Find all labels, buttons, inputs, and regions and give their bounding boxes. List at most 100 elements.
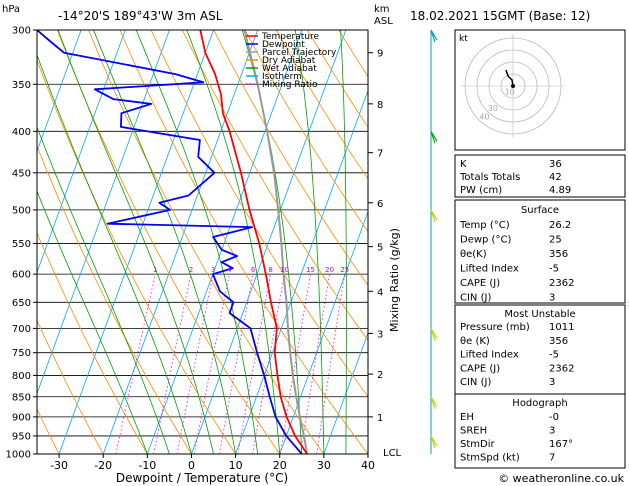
- temperature-tick-label: 0: [188, 459, 195, 472]
- pw-label: PW (cm): [460, 185, 502, 196]
- legend-label: Dry Adiabat: [262, 56, 316, 66]
- wet-adiabat-line: [186, 30, 281, 454]
- dry-adiabat-line: [37, 231, 148, 454]
- table-row-label: CIN (J): [460, 377, 491, 388]
- km-tick-label: 3: [377, 329, 383, 340]
- isotherm-line: [37, 30, 126, 274]
- legend-label: Parcel Trajectory: [262, 48, 337, 58]
- legend-label: Isotherm: [262, 72, 302, 82]
- table-row-value: 167°: [549, 439, 573, 450]
- hodograph-table-rows: EH -0 SREH 3 StmDir 167° StmSpd (kt) 7: [460, 412, 573, 464]
- pressure-tick-label: 600: [12, 270, 31, 281]
- hodograph-table-box: [454, 393, 626, 469]
- table-row-value: 356: [549, 336, 568, 347]
- temperature-tick-label: -30: [50, 459, 68, 472]
- km-tick-label: 2: [377, 370, 383, 381]
- wind-barb: [430, 29, 438, 43]
- hpa-unit-label: hPa: [2, 4, 20, 15]
- legend-label: Mixing Ratio: [262, 80, 318, 90]
- legend-label: Temperature: [261, 32, 319, 42]
- pressure-tick-label: 400: [12, 127, 31, 138]
- location-title: -14°20'S 189°43'W 3m ASL: [58, 9, 223, 23]
- dry-adiabat-line: [88, 30, 325, 454]
- table-row-label: StmSpd (kt): [460, 453, 520, 464]
- temperature-tick-label: 40: [361, 459, 375, 472]
- table-row-label: StmDir: [460, 439, 495, 450]
- plot-frame: [36, 29, 369, 455]
- dry-adiabat-line: [275, 30, 368, 180]
- indices-tables: K 36 Totals Totals 42 PW (cm) 4.89 Surfa…: [454, 154, 626, 469]
- mixing-ratio-label: 6: [251, 266, 256, 274]
- table-row-label: Dewp (°C): [460, 235, 511, 246]
- legend-label: Wet Adiabat: [262, 64, 317, 74]
- wind-barb: [430, 209, 438, 223]
- km-tick-label: 6: [377, 199, 383, 210]
- datetime-title: 18.02.2021 15GMT (Base: 12): [410, 9, 590, 23]
- mixing-ratio-line: [176, 274, 214, 454]
- surface-rows: Temp (°C) 26.2 Dewp (°C) 25 θe(K) 356 Lifted I…: [459, 220, 574, 304]
- mixing-ratio-label: 1: [153, 266, 157, 274]
- km-tick-label: 1: [377, 413, 383, 424]
- table-row-value: -5: [549, 350, 559, 361]
- pressure-tick-label: 800: [12, 371, 31, 382]
- hodograph-ring-label: 30: [488, 104, 498, 113]
- temperature-tick-label: -10: [138, 459, 156, 472]
- skewt-grid: [37, 30, 368, 454]
- mixing-ratio-line: [300, 274, 330, 454]
- mixing-ratio-label: 4: [227, 266, 232, 274]
- dry-adiabat-line: [37, 408, 60, 454]
- wind-profile-column: [430, 29, 438, 454]
- surface-title: Surface: [521, 205, 559, 216]
- copyright-footer: © weatheronline.co.uk: [498, 472, 624, 485]
- dry-adiabat-line: [213, 30, 368, 287]
- wind-barb: [430, 435, 438, 449]
- dry-adiabat-line: [37, 145, 192, 454]
- dry-adiabat-line: [182, 30, 368, 341]
- wind-barb: [430, 328, 438, 341]
- surface-box: [454, 199, 626, 304]
- pressure-tick-label: 750: [12, 348, 31, 359]
- y-axis-title: Mixing Ratio (g/kg): [388, 228, 401, 332]
- table-row-value: 356: [549, 249, 568, 260]
- table-row-label: Lifted Index: [460, 264, 519, 275]
- table-row-value: 25: [549, 235, 562, 246]
- hodograph-unit-label: kt: [459, 34, 468, 44]
- mixing-ratio-line: [316, 274, 346, 454]
- mixing-ratio-line: [279, 274, 311, 454]
- mixing-ratio-label: 25: [340, 266, 349, 274]
- table-row-value: 3: [549, 377, 555, 388]
- pressure-tick-label: 1000: [6, 450, 31, 461]
- dry-adiabat-line: [119, 30, 368, 454]
- pressure-tick-label: 700: [12, 324, 31, 335]
- table-row-label: Pressure (mb): [460, 322, 530, 333]
- pw-value: 4.89: [549, 185, 571, 196]
- hodograph-trace: [505, 69, 514, 87]
- k-index-value: 36: [549, 159, 562, 170]
- table-row-value: -0: [549, 412, 559, 423]
- isotherm-line: [146, 30, 303, 454]
- mixing-ratio-line: [115, 274, 156, 454]
- km-tick-label: 8: [377, 100, 383, 111]
- table-row-label: Lifted Index: [460, 350, 519, 361]
- wind-barb: [430, 396, 438, 409]
- table-row-label: CAPE (J): [460, 363, 500, 374]
- table-row-value: 2362: [549, 278, 574, 289]
- table-row-label: CIN (J): [460, 293, 491, 304]
- pressure-tick-label: 500: [12, 205, 31, 216]
- pressure-tick-label: 300: [12, 26, 31, 37]
- temperature-tick-label: 20: [273, 459, 287, 472]
- table-row-label: CAPE (J): [460, 278, 500, 289]
- isotherm-line: [37, 30, 82, 153]
- table-row-value: 7: [549, 453, 555, 464]
- table-row-label: Temp (°C): [459, 220, 510, 231]
- isotherm-line: [235, 89, 368, 454]
- mixing-ratio-label: 8: [268, 266, 272, 274]
- dry-adiabat-line: [150, 30, 368, 398]
- isotherm-line: [102, 30, 259, 454]
- hodograph-storm-motion: [511, 84, 515, 88]
- mixing-ratio-line: [252, 274, 285, 454]
- temperature-tick-label: -20: [94, 459, 112, 472]
- mixing-ratio-label: 2: [189, 266, 193, 274]
